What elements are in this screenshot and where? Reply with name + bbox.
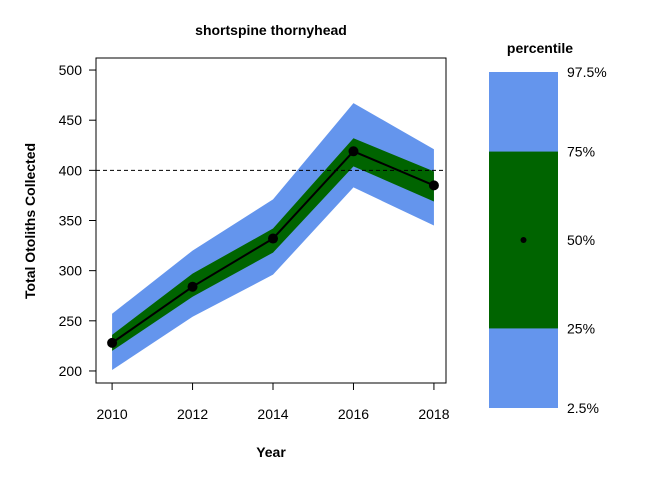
legend-label: 75% xyxy=(567,144,595,160)
x-axis-label: Year xyxy=(256,444,286,460)
data-point-2016 xyxy=(348,146,359,157)
y-tick-label: 500 xyxy=(59,62,83,78)
y-tick-label: 250 xyxy=(59,313,83,329)
y-axis-label: Total Otoliths Collected xyxy=(22,143,38,299)
data-point-2018 xyxy=(428,180,439,191)
x-tick-label: 2010 xyxy=(97,406,128,422)
x-tick-label: 2018 xyxy=(418,406,449,422)
y-tick-label: 200 xyxy=(59,363,83,379)
legend-label: 25% xyxy=(567,320,595,336)
y-axis: 200 250 300 350 400 450 500 xyxy=(59,62,97,379)
legend-label: 50% xyxy=(567,232,595,248)
legend-median-point xyxy=(520,237,527,243)
legend: percentile 97.5% 75% 50% 25% 2.5% xyxy=(489,40,607,416)
y-tick-label: 300 xyxy=(59,263,83,279)
x-tick-label: 2016 xyxy=(338,406,369,422)
y-tick-label: 450 xyxy=(59,112,83,128)
plot-area xyxy=(95,57,447,384)
data-point-2010 xyxy=(107,337,118,348)
y-tick-label: 400 xyxy=(59,162,83,178)
data-point-2014 xyxy=(268,233,279,244)
chart-title: shortspine thornyhead xyxy=(195,22,347,38)
x-tick-label: 2014 xyxy=(257,406,288,422)
legend-label: 2.5% xyxy=(567,400,599,416)
y-tick-label: 350 xyxy=(59,213,83,229)
data-point-2012 xyxy=(187,281,198,292)
legend-title: percentile xyxy=(507,40,573,56)
band-25-75 xyxy=(112,138,434,351)
legend-label: 97.5% xyxy=(567,64,607,80)
x-tick-label: 2012 xyxy=(177,406,208,422)
x-axis: 2010 2012 2014 2016 2018 xyxy=(97,382,450,422)
